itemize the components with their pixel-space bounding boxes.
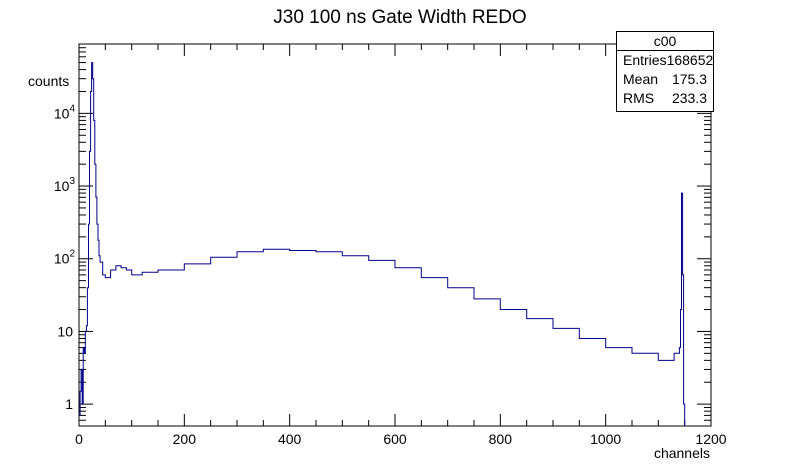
x-tick-label: 1000 xyxy=(590,431,621,447)
x-tick-label: 800 xyxy=(489,431,513,447)
stats-row-mean: Mean 175.3 xyxy=(617,70,713,89)
stats-row-entries: Entries 168652 xyxy=(617,51,713,70)
y-tick-label: 104 xyxy=(54,103,76,121)
stats-box-name: c00 xyxy=(617,32,713,51)
x-tick-label: 0 xyxy=(75,431,83,447)
stats-value: 233.3 xyxy=(671,90,707,106)
y-tick-label: 10 xyxy=(57,323,73,339)
stats-value: 168652 xyxy=(666,52,714,68)
y-tick-label: 102 xyxy=(54,249,76,267)
stats-label: Entries xyxy=(623,52,667,68)
x-tick-label: 200 xyxy=(173,431,197,447)
y-axis-label: counts xyxy=(28,73,69,89)
y-tick-label: 103 xyxy=(54,176,76,194)
y-tick-label: 1 xyxy=(65,396,73,412)
x-tick-label: 600 xyxy=(383,431,407,447)
stats-value: 175.3 xyxy=(671,71,707,87)
x-axis-label: channels xyxy=(654,445,710,461)
x-tick-label: 400 xyxy=(278,431,302,447)
histogram-series-line xyxy=(79,62,686,426)
chart-title: J30 100 ns Gate Width REDO xyxy=(273,7,527,28)
x-tick-label: 1200 xyxy=(695,431,726,447)
stats-label: RMS xyxy=(623,90,655,106)
stats-label: Mean xyxy=(623,71,659,87)
x-axis: 0 200 400 600 800 1000 1200 xyxy=(75,44,727,447)
y-axis: 1 10 102 103 104 xyxy=(54,43,711,427)
stats-row-rms: RMS 233.3 xyxy=(617,89,713,108)
stats-box: c00 Entries 168652 Mean 175.3 RMS 233.3 xyxy=(616,31,714,112)
